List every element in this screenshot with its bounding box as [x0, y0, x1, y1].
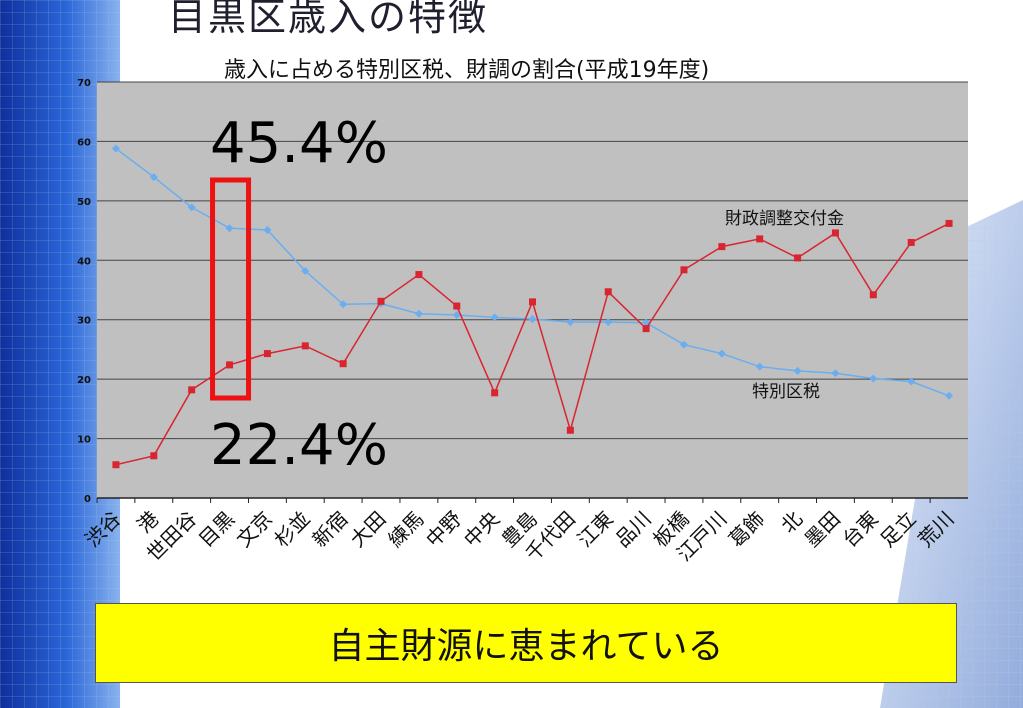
data-point [793, 366, 802, 375]
line-chart: 0 10 20 30 40 50 60 70 渋谷 港世田谷目黒文京杉並新宿大田練馬中野中央豊島… [77, 78, 968, 566]
category-label: 足立 [875, 507, 920, 552]
data-point [490, 313, 499, 322]
category-label: 荒川 [913, 507, 958, 552]
category-label: 品川 [610, 507, 655, 552]
y-axis-ticks: 0 10 20 30 40 50 60 70 [77, 78, 91, 505]
data-point [301, 342, 309, 350]
chart-subtitle: 歳入に占める特別区税、財調の割合(平成19年度) [224, 58, 710, 83]
data-point [339, 300, 348, 309]
category-label: 葛飾 [724, 507, 769, 552]
series-label-tokubetsu: 特別区税 [752, 382, 820, 402]
category-label: 中央 [459, 507, 504, 552]
category-label: 文京 [232, 507, 277, 552]
data-point [604, 288, 612, 296]
category-label: 中野 [421, 507, 466, 552]
data-point [301, 266, 310, 275]
data-point [642, 325, 650, 333]
data-point [263, 350, 271, 358]
category-label: 新宿 [307, 507, 352, 552]
data-point [907, 377, 916, 386]
y-tick-label: 70 [77, 78, 91, 89]
y-tick-label: 0 [84, 494, 91, 505]
category-label: 練馬 [383, 507, 428, 552]
annotation-zaisei-meguro: 22.4% [210, 413, 388, 478]
data-point [225, 224, 234, 233]
category-label: 台東 [838, 507, 883, 552]
data-point [377, 297, 385, 305]
conclusion-text: 自主財源に恵まれている [328, 626, 724, 667]
data-point [679, 340, 688, 349]
data-point [831, 229, 839, 237]
data-point [755, 362, 764, 371]
y-tick-label: 40 [77, 256, 91, 267]
series-label-zaisei: 財政調整交付金 [725, 209, 844, 229]
y-tick-label: 50 [77, 197, 91, 208]
data-point [491, 389, 499, 397]
data-point [718, 243, 726, 251]
data-point [452, 310, 461, 319]
series-layer [111, 144, 954, 469]
data-point [263, 225, 272, 234]
y-tick-label: 30 [77, 316, 91, 327]
conclusion-banner: 自主財源に恵まれている [95, 603, 957, 683]
data-point [528, 315, 537, 324]
data-point [188, 386, 196, 394]
data-point [566, 318, 575, 327]
data-point [566, 426, 574, 434]
category-label: 目黒 [194, 507, 239, 552]
category-label: 墨田 [800, 507, 845, 552]
data-point [112, 461, 120, 469]
highlight-box-meguro [210, 177, 252, 401]
y-tick-label: 10 [77, 435, 91, 446]
data-point [680, 266, 688, 274]
category-label: 渋谷 [80, 507, 125, 552]
data-point [604, 318, 613, 327]
data-point [529, 298, 536, 306]
data-point [453, 302, 461, 310]
category-label: 杉並 [270, 507, 315, 552]
category-label: 江東 [573, 507, 618, 552]
category-label: 大田 [345, 507, 390, 552]
data-point [226, 361, 234, 369]
data-point [111, 144, 120, 153]
data-point [756, 235, 764, 243]
data-point [794, 254, 802, 262]
y-tick-label: 60 [77, 137, 91, 148]
data-point [187, 203, 196, 212]
slide-title: 目黒区歳入の特徴 [168, 0, 489, 39]
annotation-tokubetsu-meguro: 45.4% [210, 111, 388, 176]
data-point [717, 349, 726, 358]
data-point [869, 291, 877, 299]
plot-area [97, 82, 968, 498]
data-point [150, 452, 158, 460]
data-point [415, 271, 423, 279]
data-point [945, 391, 954, 400]
data-point [945, 219, 953, 227]
data-point [831, 369, 840, 378]
data-point [907, 238, 915, 246]
y-tick-label: 20 [77, 375, 91, 386]
data-point [869, 374, 878, 383]
data-point [414, 309, 423, 318]
data-point [339, 360, 347, 368]
data-point [149, 173, 158, 182]
